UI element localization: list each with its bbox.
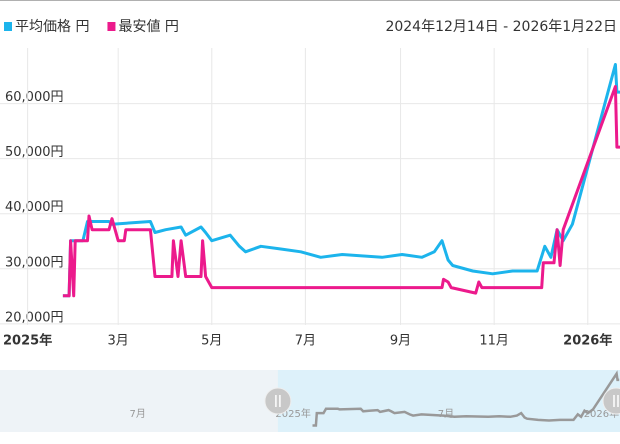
x-tick-label: 9月 xyxy=(390,334,411,349)
price-line xyxy=(62,85,620,298)
date-range: 2024年12月14日 - 2026年1月22日 xyxy=(385,19,617,35)
navigator-handle[interactable] xyxy=(602,387,620,415)
y-tick-label: 20,000円 xyxy=(5,310,64,325)
y-tick-label: 60,000円 xyxy=(5,90,64,105)
y-tick-label: 40,000円 xyxy=(5,200,64,215)
navigator-handle[interactable] xyxy=(264,387,292,415)
y-tick-label: 30,000円 xyxy=(5,255,64,270)
legend-label[interactable]: 最安値 円 xyxy=(118,19,178,35)
x-tick-label: 5月 xyxy=(201,334,222,349)
handle-knob xyxy=(264,387,292,415)
handle-knob xyxy=(602,387,620,415)
price-line xyxy=(62,63,620,298)
x-tick-label: 7月 xyxy=(295,334,316,349)
legend-swatch xyxy=(4,22,12,31)
legend-label[interactable]: 平均価格 円 xyxy=(15,19,89,35)
y-tick-label: 50,000円 xyxy=(5,145,64,160)
navigator-tick-label: 7月 xyxy=(129,408,145,420)
navigator-line xyxy=(312,370,620,427)
navigator-selection xyxy=(277,370,620,432)
x-tick-label: 2026年 xyxy=(563,333,612,349)
x-tick-label: 2025年 xyxy=(3,333,52,349)
x-tick-label: 11月 xyxy=(479,334,509,349)
legend-swatch xyxy=(107,22,116,31)
x-tick-label: 3月 xyxy=(108,334,129,349)
navigator-tick-label: 7月 xyxy=(438,408,454,420)
